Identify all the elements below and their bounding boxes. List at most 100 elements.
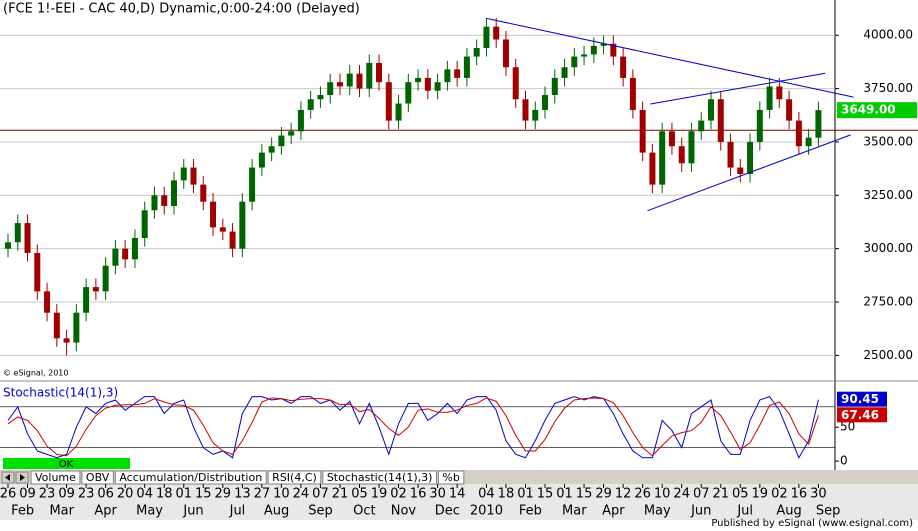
x-tick-label: 02 — [390, 487, 407, 502]
candle-body — [551, 77, 558, 95]
month-label: Sep — [308, 504, 333, 519]
candle-body — [737, 167, 744, 174]
tab[interactable] — [322, 470, 437, 485]
arrow-right — [20, 474, 25, 481]
chart-title: (FCE 1!-EEI - CAC 40,D) Dynamic,0:00-24:… — [3, 2, 360, 17]
month-label: May — [136, 504, 163, 519]
candle-body — [170, 180, 177, 206]
y-tick-label: 2750.00 — [863, 295, 913, 309]
candle-body — [278, 135, 285, 147]
x-tick-label: 27 — [254, 487, 271, 502]
candle-body — [180, 167, 187, 181]
tab-label[interactable]: Volume — [35, 471, 76, 484]
month-label: Feb — [519, 504, 542, 519]
month-label: Aug — [776, 504, 801, 519]
candle-body — [659, 131, 666, 185]
x-tick-label: 02 — [771, 487, 788, 502]
y-tick-label: 2500.00 — [863, 348, 913, 362]
candle-body — [376, 62, 383, 83]
candle-body — [434, 82, 441, 91]
month-label: Mar — [49, 504, 74, 519]
month-label: Apr — [602, 504, 625, 519]
candle-body — [336, 82, 343, 87]
tab-label[interactable]: %b — [442, 471, 459, 484]
candle-body — [727, 141, 734, 168]
tab[interactable] — [437, 470, 465, 485]
y-tick-label: 0 — [840, 454, 848, 468]
x-tick-label: 24 — [673, 487, 690, 502]
candle-body — [151, 195, 158, 211]
trendline — [647, 134, 851, 212]
candle-body — [288, 131, 295, 136]
x-tick-label: 29 — [595, 487, 612, 502]
x-tick-label: 09 — [19, 487, 36, 502]
date-axis-bg — [0, 484, 918, 520]
candle-body — [795, 120, 802, 147]
candle-body — [268, 146, 275, 153]
candle-body — [395, 103, 402, 121]
candle-body — [756, 109, 763, 142]
candle-body — [229, 231, 236, 249]
y-tick-label: 4000.00 — [863, 28, 913, 42]
candle-body — [34, 252, 41, 292]
candle-body — [327, 82, 334, 95]
candle-body — [678, 146, 685, 164]
candle-body — [161, 195, 168, 206]
candle-body — [405, 82, 412, 104]
tab[interactable] — [267, 470, 322, 485]
candle-body — [463, 56, 470, 78]
month-label: 2010 — [470, 504, 503, 519]
candle-body — [297, 109, 304, 132]
x-tick-label: 18 — [156, 487, 173, 502]
x-tick-label: 01 — [517, 487, 534, 502]
candle-body — [561, 67, 568, 78]
x-tick-label: 26 — [0, 487, 16, 502]
x-tick-label: 15 — [195, 487, 212, 502]
candle-body — [629, 77, 636, 110]
x-tick-label: 12 — [615, 487, 632, 502]
tab-label[interactable]: RSI(4,C) — [272, 471, 317, 484]
candle-body — [766, 86, 773, 110]
tab-label[interactable]: Stochastic(14(1),3) — [327, 471, 433, 484]
candle-body — [581, 54, 588, 57]
tab-label[interactable]: OBV — [86, 471, 110, 484]
candle-body — [424, 77, 431, 91]
candle-body — [776, 86, 783, 100]
value-label: 90.45 — [841, 392, 879, 406]
candle-body — [600, 43, 607, 46]
x-tick-label: 26 — [634, 487, 651, 502]
x-tick-label: 01 — [556, 487, 573, 502]
copyright: © eSignal, 2010 — [3, 369, 68, 378]
candle-body — [512, 67, 519, 100]
value-box — [837, 407, 887, 423]
candle-body — [707, 99, 714, 121]
x-tick-label: 15 — [537, 487, 554, 502]
tab[interactable] — [81, 470, 114, 485]
x-tick-label: 07 — [312, 487, 329, 502]
y-tick-label: 3500.00 — [863, 134, 913, 148]
candle-body — [493, 26, 500, 40]
x-tick-label: 07 — [693, 487, 710, 502]
candle-body — [542, 94, 549, 110]
candle-body — [444, 69, 451, 83]
month-label: Aug — [264, 504, 289, 519]
candle-body — [83, 287, 90, 313]
candle-body — [239, 201, 246, 249]
x-tick-label: 04 — [478, 487, 495, 502]
candle-body — [610, 43, 617, 57]
tab-label[interactable]: Accumulation/Distribution — [119, 471, 262, 484]
x-tick-label: 19 — [752, 487, 769, 502]
month-label: Oct — [353, 504, 375, 519]
x-tick-label: 18 — [498, 487, 515, 502]
footer: Published by eSignal (www.esignal.com) — [711, 518, 913, 529]
value-box — [837, 391, 887, 407]
candle-body — [258, 152, 265, 168]
x-tick-label: 10 — [654, 487, 671, 502]
tab[interactable] — [114, 470, 267, 485]
candle-body — [688, 131, 695, 164]
x-tick-label: 04 — [136, 487, 153, 502]
tab[interactable] — [30, 470, 81, 485]
candle-body — [668, 131, 675, 147]
candle-body — [92, 287, 99, 292]
